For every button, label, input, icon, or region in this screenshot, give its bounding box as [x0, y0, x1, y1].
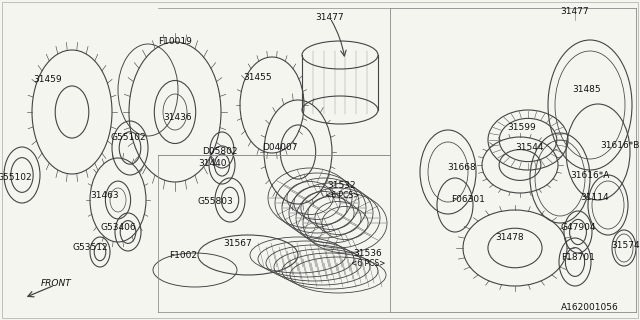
Text: FRONT: FRONT — [40, 278, 72, 287]
Text: 31463: 31463 — [91, 190, 119, 199]
Text: 31455: 31455 — [244, 74, 272, 83]
Text: F10019: F10019 — [158, 37, 192, 46]
Text: 31485: 31485 — [573, 85, 602, 94]
Text: F06301: F06301 — [451, 196, 485, 204]
Text: 31668: 31668 — [447, 164, 476, 172]
Text: G55102: G55102 — [0, 173, 32, 182]
Text: 31574: 31574 — [612, 241, 640, 250]
Text: D05802: D05802 — [202, 148, 237, 156]
Text: D04007: D04007 — [262, 143, 298, 153]
Text: F18701: F18701 — [561, 253, 595, 262]
Text: 31436: 31436 — [164, 114, 192, 123]
Text: 31440: 31440 — [199, 158, 227, 167]
Text: 31599: 31599 — [508, 124, 536, 132]
Text: 31544: 31544 — [516, 143, 544, 153]
Text: G55102: G55102 — [110, 133, 146, 142]
Text: 31616*B: 31616*B — [600, 140, 640, 149]
Text: F1002: F1002 — [169, 252, 197, 260]
Text: 31459: 31459 — [34, 76, 62, 84]
Text: 31567: 31567 — [223, 238, 252, 247]
Text: G53512: G53512 — [72, 243, 108, 252]
Text: 31478: 31478 — [496, 234, 524, 243]
Text: <6 PCS>: <6 PCS> — [325, 190, 359, 199]
Text: 31114: 31114 — [580, 194, 609, 203]
Text: <6 PCS>: <6 PCS> — [351, 259, 385, 268]
Text: G47904: G47904 — [560, 223, 596, 233]
Text: G53406: G53406 — [100, 223, 136, 233]
Text: 31477: 31477 — [561, 7, 589, 17]
Text: 31477: 31477 — [316, 13, 344, 22]
Text: 31616*A: 31616*A — [570, 171, 610, 180]
Text: 31536: 31536 — [354, 249, 382, 258]
Text: G55803: G55803 — [197, 197, 233, 206]
Text: A162001056: A162001056 — [561, 303, 619, 313]
Text: 31532: 31532 — [328, 180, 356, 189]
